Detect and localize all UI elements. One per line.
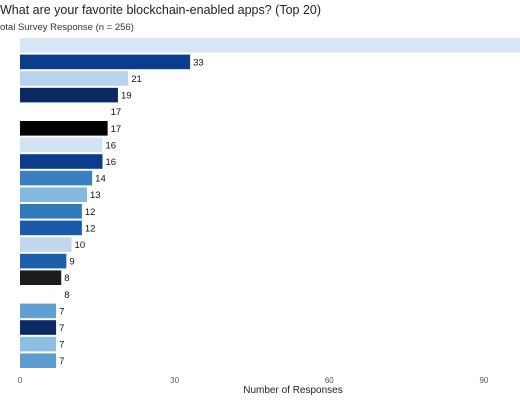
bar-8 bbox=[20, 154, 103, 169]
data-label-20: 7 bbox=[59, 356, 64, 367]
data-label-7: 16 bbox=[105, 140, 116, 151]
bar-12 bbox=[20, 220, 82, 236]
data-label-10: 13 bbox=[90, 190, 101, 201]
data-label-4: 19 bbox=[121, 91, 132, 102]
data-label-12: 12 bbox=[85, 223, 96, 234]
data-label-5: 17 bbox=[111, 107, 122, 118]
x-axis-ticks: 0 30 60 90 bbox=[18, 376, 489, 385]
data-label-9: 14 bbox=[95, 174, 106, 185]
data-label-18: 7 bbox=[59, 323, 64, 334]
data-label-16: 8 bbox=[64, 290, 69, 301]
data-label-19: 7 bbox=[59, 340, 64, 351]
data-label-15: 8 bbox=[64, 273, 69, 284]
bar-1 bbox=[20, 38, 520, 53]
bar-9 bbox=[20, 170, 93, 186]
data-label-11: 12 bbox=[85, 207, 96, 218]
bar-7 bbox=[20, 137, 103, 153]
chart-subtitle: otal Survey Response (n = 256) bbox=[0, 22, 134, 33]
bar-10 bbox=[20, 187, 88, 202]
bar-18 bbox=[20, 320, 57, 335]
x-axis-title: Number of Responses bbox=[243, 385, 343, 396]
bar-5 bbox=[20, 104, 108, 119]
data-label-2: 33 bbox=[193, 57, 204, 68]
bar-16 bbox=[20, 287, 62, 302]
data-label-3: 21 bbox=[131, 74, 142, 85]
data-label-17: 7 bbox=[59, 306, 64, 317]
bar-11 bbox=[20, 204, 82, 219]
data-label-14: 9 bbox=[69, 257, 74, 268]
bar-13 bbox=[20, 237, 72, 252]
x-tick-label: 30 bbox=[170, 376, 179, 385]
bar-14 bbox=[20, 253, 67, 269]
data-label-13: 10 bbox=[75, 240, 86, 251]
chart-title: What are your favorite blockchain-enable… bbox=[0, 3, 322, 17]
bar-4 bbox=[20, 87, 118, 103]
data-label-8: 16 bbox=[105, 157, 116, 168]
bar-6 bbox=[20, 121, 108, 136]
bar-2 bbox=[20, 54, 191, 70]
bars-group bbox=[20, 38, 520, 368]
bar-19 bbox=[20, 336, 57, 352]
x-tick-label: 90 bbox=[479, 376, 488, 385]
bar-15 bbox=[20, 270, 62, 285]
data-label-6: 17 bbox=[111, 124, 122, 135]
x-tick-label: 0 bbox=[18, 376, 23, 385]
x-tick-label: 60 bbox=[325, 376, 334, 385]
bar-3 bbox=[20, 71, 129, 86]
bar-17 bbox=[20, 303, 57, 319]
bar-20 bbox=[20, 353, 57, 368]
